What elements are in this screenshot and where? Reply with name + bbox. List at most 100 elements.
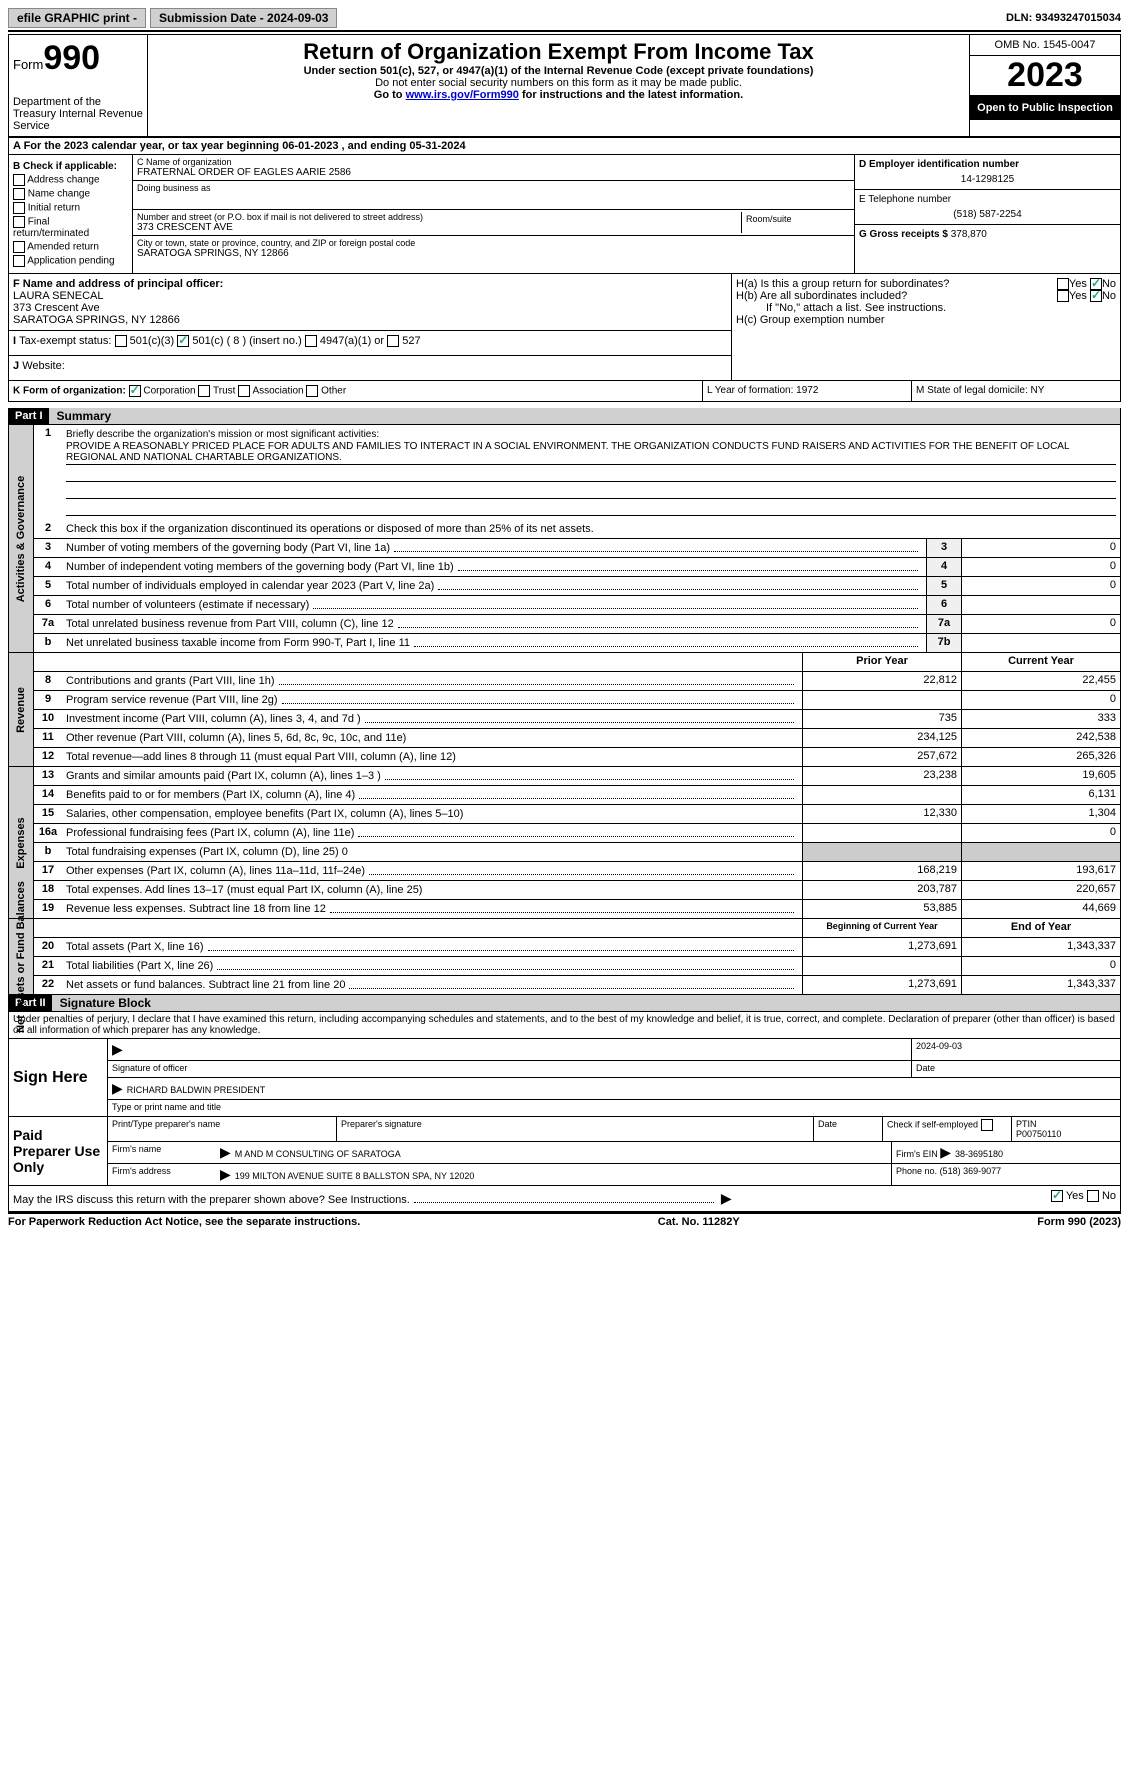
chk-final-return[interactable] xyxy=(13,216,25,228)
f-label: F Name and address of principal officer: xyxy=(13,278,727,290)
hb-note: If "No," attach a list. See instructions… xyxy=(736,302,1116,314)
chk-501c3[interactable] xyxy=(115,335,127,347)
perjury-statement: Under penalties of perjury, I declare th… xyxy=(8,1012,1121,1039)
form-title: Return of Organization Exempt From Incom… xyxy=(156,39,961,65)
sign-here-label: Sign Here xyxy=(9,1039,108,1116)
l18-current: 220,657 xyxy=(961,881,1120,899)
k-label: K Form of organization: xyxy=(13,386,126,397)
chk-501c[interactable] xyxy=(177,335,189,347)
inspection-notice: Open to Public Inspection xyxy=(970,96,1120,120)
chk-amended-return[interactable] xyxy=(13,241,25,253)
left-fij: F Name and address of principal officer:… xyxy=(9,274,732,380)
tax-year: 2023 xyxy=(970,56,1120,96)
header-left: Form990 Department of the Treasury Inter… xyxy=(9,35,148,136)
b-label: B Check if applicable: xyxy=(13,161,128,172)
street-value: 373 CRESCENT AVE xyxy=(137,222,741,233)
l6-desc: Total number of volunteers (estimate if … xyxy=(66,599,309,611)
omb-number: OMB No. 1545-0047 xyxy=(970,35,1120,56)
chk-other[interactable] xyxy=(306,385,318,397)
firm-name-label: Firm's name xyxy=(108,1142,216,1163)
form-footer: For Paperwork Reduction Act Notice, see … xyxy=(8,1212,1121,1230)
chk-assoc[interactable] xyxy=(238,385,250,397)
hc-label: H(c) Group exemption number xyxy=(736,314,1116,326)
l10-desc: Investment income (Part VIII, column (A)… xyxy=(66,713,361,725)
chk-name-change[interactable] xyxy=(13,188,25,200)
section-klm: K Form of organization: Corporation Trus… xyxy=(8,381,1121,402)
l14-prior xyxy=(802,786,961,804)
preparer-label: Paid Preparer Use Only xyxy=(9,1117,108,1185)
l20-current: 1,343,337 xyxy=(961,938,1120,956)
side-revenue: Revenue xyxy=(9,653,34,766)
sign-date: 2024-09-03 xyxy=(912,1039,1120,1060)
chk-corp[interactable] xyxy=(129,385,141,397)
dln-label: DLN: 93493247015034 xyxy=(1006,12,1121,24)
l19-current: 44,669 xyxy=(961,900,1120,918)
header-middle: Return of Organization Exempt From Incom… xyxy=(148,35,969,136)
chk-discuss-yes[interactable] xyxy=(1051,1190,1063,1202)
l7a-desc: Total unrelated business revenue from Pa… xyxy=(66,618,394,630)
sign-section: Sign Here ▶ 2024-09-03 Signature of offi… xyxy=(8,1039,1121,1117)
l16b-desc: Total fundraising expenses (Part IX, col… xyxy=(66,846,348,858)
firm-phone-label: Phone no. xyxy=(896,1166,937,1176)
l12-current: 265,326 xyxy=(961,748,1120,766)
chk-self-employed[interactable] xyxy=(981,1119,993,1131)
chk-trust[interactable] xyxy=(198,385,210,397)
l20-prior: 1,273,691 xyxy=(802,938,961,956)
chk-hb-no[interactable] xyxy=(1090,290,1102,302)
l13-prior: 23,238 xyxy=(802,767,961,785)
l2-desc: Check this box if the organization disco… xyxy=(62,520,1120,538)
l17-desc: Other expenses (Part IX, column (A), lin… xyxy=(66,865,365,877)
l9-desc: Program service revenue (Part VIII, line… xyxy=(66,694,278,706)
gross-value: 378,870 xyxy=(951,229,987,240)
chk-hb-yes[interactable] xyxy=(1057,290,1069,302)
l16a-current: 0 xyxy=(961,824,1120,842)
end-year-hdr: End of Year xyxy=(961,919,1120,937)
ein-value: 14-1298125 xyxy=(859,174,1116,185)
form-subtitle-1: Under section 501(c), 527, or 4947(a)(1)… xyxy=(156,65,961,77)
gross-label: G Gross receipts $ xyxy=(859,229,948,240)
arrow-icon-2: ▶ xyxy=(112,1080,123,1096)
mission-blank-3 xyxy=(66,499,1116,516)
chk-address-change[interactable] xyxy=(13,174,25,186)
expenses-section: Expenses 13Grants and similar amounts pa… xyxy=(8,767,1121,919)
l21-desc: Total liabilities (Part X, line 26) xyxy=(66,960,213,972)
ptin-label: PTIN xyxy=(1016,1119,1116,1129)
discuss-text: May the IRS discuss this return with the… xyxy=(13,1194,410,1206)
submission-date-button[interactable]: Submission Date - 2024-09-03 xyxy=(150,8,337,28)
officer-signed: RICHARD BALDWIN PRESIDENT xyxy=(127,1085,266,1095)
m-state-domicile: M State of legal domicile: NY xyxy=(912,381,1120,401)
l16a-prior xyxy=(802,824,961,842)
l7b-val xyxy=(961,634,1120,652)
chk-ha-yes[interactable] xyxy=(1057,278,1069,290)
chk-4947[interactable] xyxy=(305,335,317,347)
l3-desc: Number of voting members of the governin… xyxy=(66,542,390,554)
efile-button[interactable]: efile GRAPHIC print - xyxy=(8,8,146,28)
mission-blank-1 xyxy=(66,465,1116,482)
netassets-section: Net Assets or Fund Balances Beginning of… xyxy=(8,919,1121,995)
l18-desc: Total expenses. Add lines 13–17 (must eq… xyxy=(66,884,422,896)
firm-addr-label: Firm's address xyxy=(108,1164,216,1185)
l9-prior xyxy=(802,691,961,709)
form-id: Form 990 (2023) xyxy=(1037,1216,1121,1228)
arrow-icon-4: ▶ xyxy=(940,1144,951,1160)
mission-text: PROVIDE A REASONABLY PRICED PLACE FOR AD… xyxy=(66,440,1116,465)
l5-val: 0 xyxy=(961,577,1120,595)
chk-527[interactable] xyxy=(387,335,399,347)
l21-current: 0 xyxy=(961,957,1120,975)
chk-discuss-no[interactable] xyxy=(1087,1190,1099,1202)
hb-label: H(b) Are all subordinates included? xyxy=(736,290,907,302)
section-bcd: B Check if applicable: Address change Na… xyxy=(8,155,1121,274)
chk-initial-return[interactable] xyxy=(13,202,25,214)
arrow-icon-6: ▶ xyxy=(721,1190,732,1206)
city-label: City or town, state or province, country… xyxy=(137,238,850,248)
col-c-org-info: C Name of organization FRATERNAL ORDER O… xyxy=(133,155,855,273)
l22-prior: 1,273,691 xyxy=(802,976,961,994)
goto-prefix: Go to xyxy=(374,89,406,101)
irs-discuss-row: May the IRS discuss this return with the… xyxy=(8,1186,1121,1212)
chk-application-pending[interactable] xyxy=(13,255,25,267)
l16b-current xyxy=(961,843,1120,861)
l9-current: 0 xyxy=(961,691,1120,709)
l10-prior: 735 xyxy=(802,710,961,728)
irs-link[interactable]: www.irs.gov/Form990 xyxy=(406,89,519,101)
l14-desc: Benefits paid to or for members (Part IX… xyxy=(66,789,355,801)
